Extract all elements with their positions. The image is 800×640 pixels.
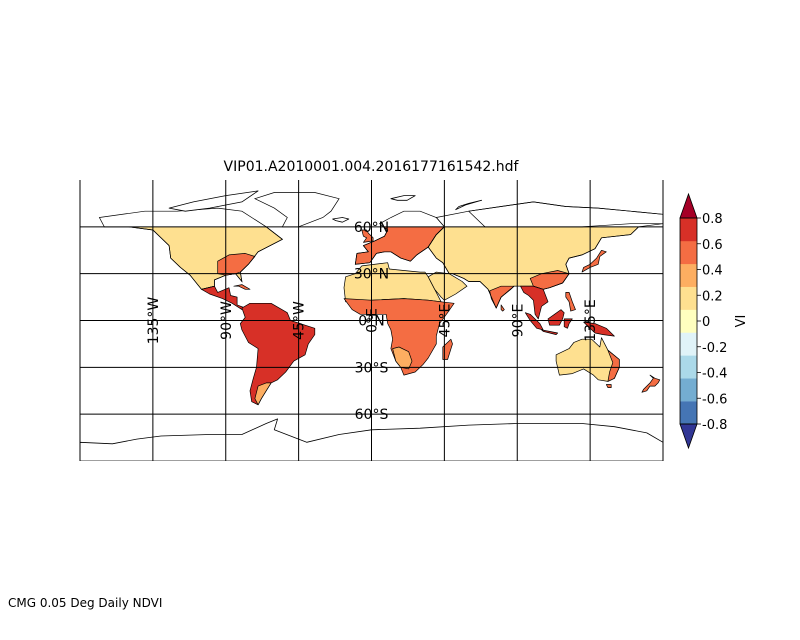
graticule-labels: 60°N 30°N 0°N 30°S 60°S 135°W 90°W 45°W 0°E 45°E 9…	[146, 220, 599, 423]
colorbar-tick-label: -0.6	[702, 392, 727, 407]
ndvi-raster	[99, 192, 663, 406]
region-sumatra	[524, 312, 544, 331]
coastline-svalbard	[390, 195, 416, 201]
region-sri-lanka	[500, 304, 505, 312]
coastline-arctic-islands	[168, 190, 259, 212]
colorbar-label: VI	[734, 315, 749, 328]
colorbar-segment	[680, 218, 697, 242]
region-arabia	[427, 271, 468, 301]
region-new-zealand	[641, 374, 661, 393]
meridian-label: 90°W	[219, 301, 235, 340]
region-new-guinea	[583, 321, 615, 337]
colorbar-segment	[680, 240, 697, 265]
coast-north-north-america	[98, 207, 284, 290]
colorbar-tick-label: 0.6	[702, 238, 723, 253]
meridian-label: 135°W	[146, 297, 162, 345]
region-sulawesi	[563, 318, 573, 329]
region-tasmania	[605, 384, 612, 388]
colorbar-tick-label: 0.2	[702, 289, 723, 304]
region-borneo	[547, 309, 565, 326]
colorbar-tick-label: 0.8	[702, 212, 723, 227]
colorbar-tick-label: 0.4	[702, 264, 723, 279]
colorbar-segment	[680, 309, 697, 333]
figure-title: VIP01.A2010001.004.2016177161542.hdf	[224, 159, 520, 175]
parallel-label: 0°N	[358, 314, 384, 330]
map-panel: 60°N 30°N 0°N 30°S 60°S 135°W 90°W 45°W 0°E 45°E 9…	[79, 180, 664, 461]
parallel-label: 30°N	[354, 267, 389, 283]
region-madagascar	[442, 338, 453, 360]
region-uk	[361, 229, 374, 243]
coastline-iceland	[332, 217, 350, 223]
parallel-label: 30°S	[355, 360, 389, 376]
region-japan	[581, 249, 607, 273]
region-australia-east	[607, 349, 620, 382]
region-central-africa	[343, 298, 455, 376]
colorbar-segment	[680, 263, 697, 287]
parallel-label: 60°N	[354, 220, 389, 236]
region-central-america	[201, 285, 246, 310]
region-cuba	[233, 284, 251, 290]
colorbar-tick-label: -0.4	[702, 367, 727, 382]
colorbar-segment	[680, 378, 697, 402]
graticule	[79, 180, 664, 461]
colorbar-extend-min	[679, 423, 698, 450]
colorbar-segment	[680, 332, 697, 356]
colorbar-tick-label: 0	[702, 315, 710, 330]
footer-caption: CMG 0.05 Deg Daily NDVI	[8, 596, 163, 610]
colorbar-tick-label: -0.2	[702, 341, 727, 356]
meridian-label: 45°W	[292, 301, 308, 340]
parallel-label: 60°S	[355, 407, 389, 423]
coast-north-greenland	[253, 192, 340, 228]
colorbar: 0.8 0.6 0.4 0.2 0 -0.2 -0.4 -0.6 -0.8 VI	[679, 192, 749, 450]
colorbar-segment	[680, 355, 697, 379]
colorbar-segment	[680, 401, 697, 425]
meridian-label: 90°E	[510, 304, 526, 338]
meridian-label: 0°E	[365, 308, 381, 333]
region-patagonia	[254, 382, 272, 406]
region-philippines	[565, 292, 576, 312]
colorbar-tick-label: -0.8	[702, 418, 727, 433]
meridian-label: 135°E	[583, 299, 599, 342]
colorbar-extend-max	[679, 192, 698, 219]
meridian-label: 45°E	[437, 304, 453, 338]
region-kalahari	[392, 346, 413, 370]
colorbar-segment	[680, 286, 697, 310]
coastline-novaya-zemlya	[455, 199, 483, 211]
region-java	[541, 329, 559, 335]
